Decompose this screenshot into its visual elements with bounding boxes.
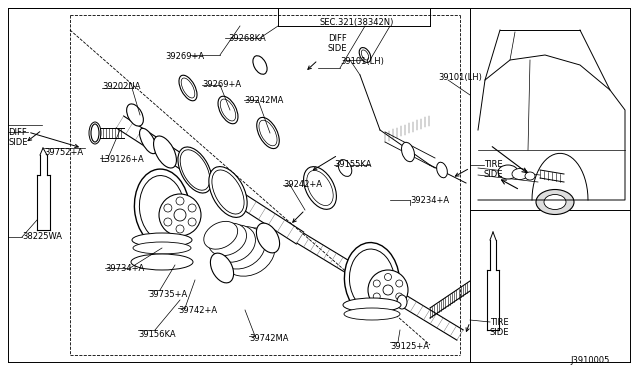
- Ellipse shape: [211, 253, 234, 283]
- Text: 39234+A: 39234+A: [410, 196, 449, 205]
- Text: 39742+A: 39742+A: [178, 306, 217, 315]
- Circle shape: [164, 204, 172, 212]
- Ellipse shape: [209, 223, 246, 256]
- Text: 39742MA: 39742MA: [249, 334, 289, 343]
- Ellipse shape: [498, 165, 518, 179]
- Ellipse shape: [359, 48, 371, 62]
- Ellipse shape: [303, 167, 337, 209]
- Ellipse shape: [140, 176, 184, 240]
- Circle shape: [396, 293, 403, 300]
- Ellipse shape: [154, 136, 177, 168]
- Text: SIDE: SIDE: [8, 138, 28, 147]
- Text: 39752+A: 39752+A: [44, 148, 83, 157]
- Ellipse shape: [259, 120, 277, 146]
- Ellipse shape: [178, 147, 212, 193]
- Ellipse shape: [159, 194, 201, 236]
- Ellipse shape: [436, 162, 447, 178]
- Ellipse shape: [536, 189, 574, 215]
- Ellipse shape: [525, 172, 535, 180]
- Text: 39155KA: 39155KA: [334, 160, 371, 169]
- Ellipse shape: [179, 75, 197, 101]
- Ellipse shape: [131, 254, 193, 270]
- Ellipse shape: [338, 160, 352, 176]
- Text: SEC.321(38342N): SEC.321(38342N): [320, 18, 394, 27]
- Text: DIFF: DIFF: [8, 128, 27, 137]
- Text: 39156KA: 39156KA: [138, 330, 175, 339]
- Circle shape: [176, 197, 184, 205]
- Ellipse shape: [221, 228, 275, 276]
- Ellipse shape: [140, 128, 156, 154]
- Text: 39269+A: 39269+A: [165, 52, 204, 61]
- Text: TIRE: TIRE: [484, 160, 502, 169]
- Text: 39242MA: 39242MA: [244, 96, 284, 105]
- Ellipse shape: [180, 150, 210, 190]
- Circle shape: [174, 209, 186, 221]
- Ellipse shape: [134, 169, 189, 247]
- Ellipse shape: [307, 170, 333, 206]
- Ellipse shape: [344, 243, 399, 317]
- Text: DIFF: DIFF: [328, 34, 347, 43]
- Circle shape: [373, 293, 380, 300]
- Text: 38225WA: 38225WA: [22, 232, 62, 241]
- Ellipse shape: [401, 142, 415, 162]
- Text: SIDE: SIDE: [484, 170, 504, 179]
- Text: TIRE: TIRE: [490, 318, 509, 327]
- Ellipse shape: [362, 50, 369, 60]
- Circle shape: [385, 299, 392, 307]
- Text: L39126+A: L39126+A: [100, 155, 144, 164]
- Ellipse shape: [257, 118, 279, 148]
- Ellipse shape: [132, 233, 192, 247]
- Ellipse shape: [544, 195, 566, 209]
- Text: SIDE: SIDE: [328, 44, 348, 53]
- Ellipse shape: [344, 308, 400, 320]
- Ellipse shape: [181, 78, 195, 98]
- Circle shape: [373, 280, 380, 287]
- Ellipse shape: [253, 56, 267, 74]
- Ellipse shape: [133, 242, 191, 254]
- Circle shape: [396, 280, 403, 287]
- Circle shape: [188, 218, 196, 226]
- Circle shape: [383, 285, 393, 295]
- Text: 39101(LH): 39101(LH): [340, 57, 384, 66]
- Ellipse shape: [343, 298, 401, 312]
- Text: 39101(LH): 39101(LH): [438, 73, 482, 82]
- Circle shape: [176, 225, 184, 233]
- Circle shape: [188, 204, 196, 212]
- Ellipse shape: [397, 295, 407, 309]
- Ellipse shape: [213, 225, 255, 262]
- Text: 39269+A: 39269+A: [202, 80, 241, 89]
- Ellipse shape: [209, 167, 247, 217]
- Ellipse shape: [127, 104, 143, 126]
- Text: 39735+A: 39735+A: [148, 290, 188, 299]
- Ellipse shape: [212, 170, 244, 214]
- Text: SIDE: SIDE: [490, 328, 509, 337]
- Ellipse shape: [217, 227, 265, 269]
- Ellipse shape: [349, 249, 395, 311]
- Circle shape: [164, 218, 172, 226]
- Text: 39125+A: 39125+A: [390, 342, 429, 351]
- Text: 39202NA: 39202NA: [102, 82, 141, 91]
- Text: 39268KA: 39268KA: [228, 34, 266, 43]
- Ellipse shape: [257, 223, 280, 253]
- Ellipse shape: [218, 96, 238, 124]
- Ellipse shape: [512, 169, 528, 180]
- Ellipse shape: [368, 270, 408, 310]
- Text: 39242+A: 39242+A: [283, 180, 322, 189]
- Ellipse shape: [91, 124, 99, 142]
- Text: 39734+A: 39734+A: [105, 264, 144, 273]
- Circle shape: [385, 273, 392, 280]
- Ellipse shape: [204, 221, 237, 249]
- Text: J3910005: J3910005: [570, 356, 609, 365]
- Ellipse shape: [220, 99, 236, 121]
